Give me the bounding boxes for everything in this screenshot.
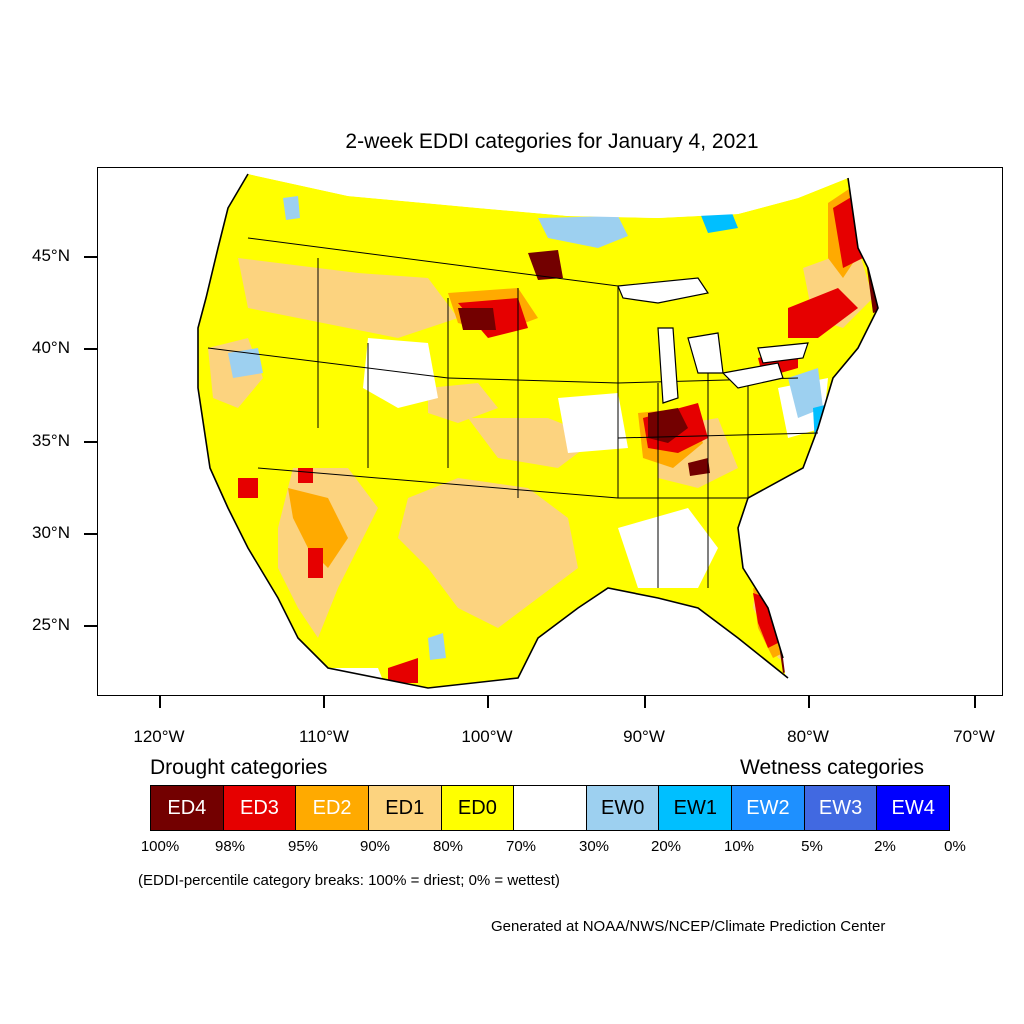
great-lakes bbox=[617, 277, 809, 404]
outside-mask bbox=[98, 168, 1002, 695]
pct-break: 80% bbox=[432, 838, 464, 855]
map-panel bbox=[97, 167, 1003, 696]
lon-tick bbox=[323, 696, 325, 708]
pct-break: 5% bbox=[801, 838, 823, 855]
legend-normal bbox=[514, 786, 587, 830]
pct-break: 0% bbox=[944, 838, 966, 855]
lat-label-40: 40°N bbox=[32, 338, 70, 357]
lon-label-110: 110°W bbox=[299, 727, 349, 746]
lon-label-70: 70°W bbox=[953, 727, 995, 746]
legend-ed0: ED0 bbox=[441, 786, 515, 830]
legend-ew1: EW1 bbox=[659, 786, 733, 830]
lat-tick bbox=[84, 533, 97, 535]
lon-label-100: 100°W bbox=[461, 727, 513, 746]
lat-tick bbox=[84, 441, 97, 443]
lon-label-120: 120°W bbox=[133, 727, 185, 746]
legend-ed4: ED4 bbox=[151, 786, 224, 830]
credit-line: Generated at NOAA/NWS/NCEP/Climate Predi… bbox=[491, 918, 886, 935]
lon-label-80: 80°W bbox=[787, 727, 829, 746]
pct-break: 98% bbox=[214, 838, 246, 855]
pct-break: 2% bbox=[874, 838, 896, 855]
pct-break: 10% bbox=[723, 838, 755, 855]
lat-tick bbox=[84, 256, 97, 258]
lat-label-30: 30°N bbox=[32, 523, 70, 542]
coastline bbox=[197, 173, 879, 689]
lat-tick bbox=[84, 625, 97, 627]
legend-ew2: EW2 bbox=[732, 786, 805, 830]
legend-ed2: ED2 bbox=[296, 786, 369, 830]
lat-tick bbox=[84, 348, 97, 350]
pct-break: 95% bbox=[287, 838, 319, 855]
legend-ew4: EW4 bbox=[877, 786, 950, 830]
lon-tick bbox=[974, 696, 976, 708]
pct-break: 70% bbox=[505, 838, 537, 855]
pct-break: 20% bbox=[650, 838, 682, 855]
lat-label-25: 25°N bbox=[32, 615, 70, 634]
lat-label-45: 45°N bbox=[32, 246, 70, 265]
lat-label-35: 35°N bbox=[32, 431, 70, 450]
lon-tick bbox=[487, 696, 489, 708]
legend-ed3: ED3 bbox=[223, 786, 297, 830]
pct-break: 30% bbox=[578, 838, 610, 855]
lon-tick bbox=[808, 696, 810, 708]
lon-label-90: 90°W bbox=[623, 727, 665, 746]
lon-tick bbox=[159, 696, 161, 708]
legend-ew3: EW3 bbox=[804, 786, 878, 830]
legend-ed1: ED1 bbox=[368, 786, 442, 830]
pct-break: 100% bbox=[140, 838, 180, 855]
wetness-categories-title: Wetness categories bbox=[740, 756, 925, 779]
map-title: 2-week EDDI categories for January 4, 20… bbox=[345, 130, 759, 153]
legend-ew0: EW0 bbox=[586, 786, 660, 830]
lon-tick bbox=[644, 696, 646, 708]
drought-categories-title: Drought categories bbox=[150, 756, 328, 779]
category-note: (EDDI-percentile category breaks: 100% =… bbox=[138, 872, 560, 889]
legend-colorbar: ED4 ED3 ED2 ED1 ED0 EW0 EW1 EW2 EW3 EW4 bbox=[150, 785, 950, 831]
eddi-map-svg bbox=[98, 168, 1002, 695]
pct-break: 90% bbox=[359, 838, 391, 855]
